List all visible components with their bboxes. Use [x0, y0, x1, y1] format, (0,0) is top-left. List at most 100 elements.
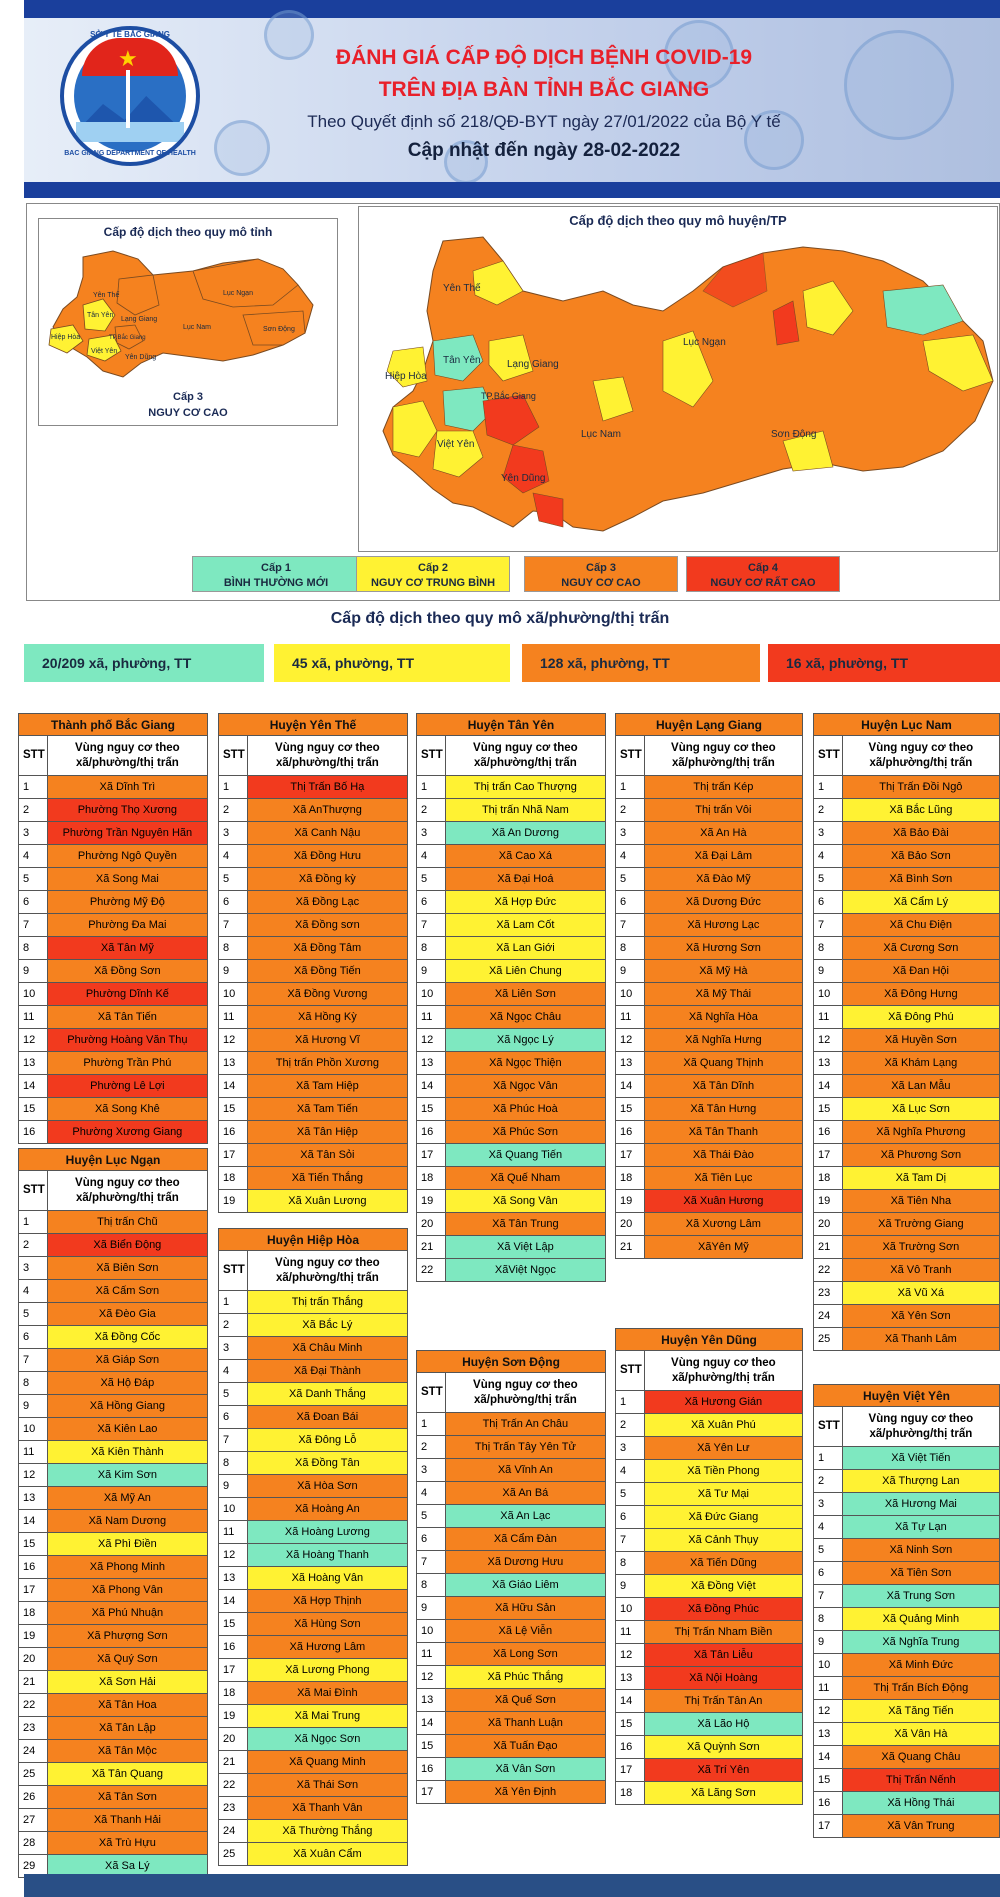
commune-name: Xã An Lạc [444, 1504, 607, 1528]
commune-name: Xã Nghĩa Hưng [643, 1028, 804, 1052]
table-row: 16 Xã Vân Sơn [416, 1757, 607, 1781]
table-row: 15 Xã Lão Hộ [615, 1712, 804, 1736]
row-number: 3 [813, 1492, 843, 1516]
commune-name: Xã Tiên Lục [643, 1166, 804, 1190]
commune-name: Xã Cấm Sơn [46, 1279, 209, 1303]
commune-name: Phường Ngô Quyền [46, 844, 209, 868]
commune-name: Xã Tân Thanh [643, 1120, 804, 1144]
col-name-header: Vùng nguy cơ theo xã/phường/thị trấn [444, 1372, 607, 1413]
table-row: 1 Thị Trấn Đồi Ngô [813, 775, 1000, 799]
row-number: 19 [218, 1189, 248, 1213]
table-row: 6 Xã Đức Giang [615, 1505, 804, 1529]
row-number: 6 [615, 1505, 645, 1529]
row-number: 18 [18, 1601, 48, 1625]
commune-name: Xã Hùng Sơn [246, 1612, 409, 1636]
row-number: 8 [18, 1371, 48, 1395]
commune-name: Xã Đoan Bái [246, 1405, 409, 1429]
table-row: 3 Xã Châu Minh [218, 1336, 409, 1360]
table-row: 22 Xã Thái Sơn [218, 1773, 409, 1797]
table-row: 9 Xã Hòa Sơn [218, 1474, 409, 1498]
district-name: Huyện Yên Dũng [615, 1328, 803, 1351]
table-row: 13 Xã Mỹ An [18, 1486, 209, 1510]
legend-desc: NGUY CƠ TRUNG BÌNH [370, 577, 496, 589]
row-number: 15 [18, 1097, 48, 1121]
commune-name: Xã Đào Mỹ [643, 867, 804, 891]
table-row: 1 Xã Hương Gián [615, 1390, 804, 1414]
row-number: 6 [615, 890, 645, 914]
row-number: 2 [18, 798, 48, 822]
commune-name: Xã Đồng Hưu [246, 844, 409, 868]
table-row: 15 Xã Tam Tiến [218, 1097, 409, 1121]
commune-name: Phường Mỹ Độ [46, 890, 209, 914]
table-row: 19 Xã Song Vân [416, 1189, 607, 1213]
table-row: 12 Xã Ngọc Lý [416, 1028, 607, 1052]
province-map-label: Hiệp Hòa [51, 334, 80, 341]
table-row: 13 Xã Quế Sơn [416, 1688, 607, 1712]
row-number: 5 [218, 867, 248, 891]
table-row: 16 Xã Hương Lâm [218, 1635, 409, 1659]
table-row: 9 Xã Liên Chung [416, 959, 607, 983]
row-number: 17 [218, 1143, 248, 1167]
table-row: 1 Thị trấn Chũ [18, 1210, 209, 1234]
commune-name: Xã Long Sơn [444, 1642, 607, 1666]
row-number: 4 [813, 844, 843, 868]
col-name-header: Vùng nguy cơ theo xã/phường/thị trấn [841, 735, 1000, 776]
table-row: 4 Phường Ngô Quyền [18, 844, 209, 868]
commune-name: Xã Đồng Phúc [643, 1597, 804, 1621]
province-map-caption: Cấp độ dịch theo quy mô tỉnh [103, 225, 273, 239]
legend-level-1: Cấp 1 BÌNH THƯỜNG MỚI [192, 556, 360, 592]
commune-name: Xã Ngọc Sơn [246, 1727, 409, 1751]
commune-name: Xã Tiền Phong [643, 1459, 804, 1483]
row-number: 11 [18, 1440, 48, 1464]
row-number: 9 [615, 959, 645, 983]
row-number: 1 [615, 775, 645, 799]
commune-name: Xã Thái Đào [643, 1143, 804, 1167]
health-department-logo: ★ [60, 26, 200, 166]
table-row: 2 Xã Bắc Lũng [813, 798, 1000, 822]
table-row: 4 Xã An Bá [416, 1481, 607, 1505]
row-number: 15 [416, 1097, 446, 1121]
table-row: 18 Xã Mai Đình [218, 1681, 409, 1705]
row-number: 13 [218, 1051, 248, 1075]
row-number: 14 [416, 1711, 446, 1735]
commune-name: Xã Tân Liễu [643, 1643, 804, 1667]
row-number: 12 [218, 1028, 248, 1052]
row-number: 5 [18, 1302, 48, 1326]
district-map-label: Yên Thế [443, 282, 481, 294]
table-row: 17 Xã Vân Trung [813, 1814, 1000, 1838]
commune-name: Xã Phong Vân [46, 1578, 209, 1602]
row-number: 15 [813, 1097, 843, 1121]
commune-name: Xã Thượng Lan [841, 1469, 1000, 1493]
commune-name: Xã Tân Mộc [46, 1739, 209, 1763]
table-row: 23 Xã Vũ Xá [813, 1281, 1000, 1305]
row-number: 7 [18, 1348, 48, 1372]
table-row: 14 Xã Ngọc Vân [416, 1074, 607, 1098]
table-row: 21 Xã Việt Lập [416, 1235, 607, 1259]
row-number: 19 [218, 1704, 248, 1728]
table-row: 2 Thị Trấn Tây Yên Tử [416, 1435, 607, 1459]
district-map-label: Việt Yên [437, 439, 474, 450]
row-number: 3 [813, 821, 843, 845]
page-title-line2: TRÊN ĐỊA BÀN TỈNH BẮC GIANG [378, 78, 710, 101]
table-row: 5 Xã Đồng kỳ [218, 867, 409, 891]
col-stt-header: STT [218, 1250, 248, 1291]
table-row: 10 Phường Dĩnh Kế [18, 982, 209, 1006]
commune-name: Xã Dương Đức [643, 890, 804, 914]
decision-reference: Theo Quyết định số 218/QĐ-BYT ngày 27/01… [307, 112, 781, 131]
commune-name: Xã Phúc Thắng [444, 1665, 607, 1689]
commune-name: Xã Đồng kỳ [246, 867, 409, 891]
commune-name: Xã Song Mai [46, 867, 209, 891]
row-number: 8 [218, 936, 248, 960]
row-number: 3 [615, 1436, 645, 1460]
district-table: Huyện Lạng Giang STT Vùng nguy cơ theo xã/… [615, 713, 804, 1259]
commune-name: Xã Phương Sơn [841, 1143, 1000, 1167]
row-number: 13 [615, 1051, 645, 1075]
table-row: 25 Xã Tân Quang [18, 1762, 209, 1786]
commune-name: Xã Nội Hoàng [643, 1666, 804, 1690]
commune-name: XãYên Mỹ [643, 1235, 804, 1259]
row-number: 12 [416, 1028, 446, 1052]
table-row: 5 Xã Đèo Gia [18, 1302, 209, 1326]
table-row: 25 Xã Xuân Cẩm [218, 1842, 409, 1866]
commune-name: Xã Huyền Sơn [841, 1028, 1000, 1052]
row-number: 5 [416, 867, 446, 891]
